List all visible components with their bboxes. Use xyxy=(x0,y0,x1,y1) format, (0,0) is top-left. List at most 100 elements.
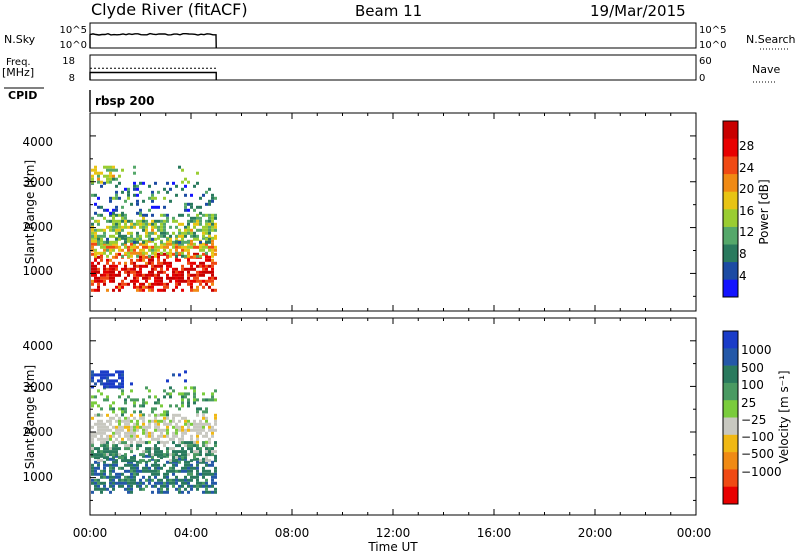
velocity-ytick-4000: 4000 xyxy=(22,339,53,353)
echo-cell xyxy=(181,267,184,271)
echo-cell xyxy=(205,490,208,494)
echo-cell xyxy=(109,385,112,389)
echo-cell xyxy=(124,401,127,405)
echo-cell xyxy=(202,428,205,432)
echo-cell xyxy=(154,242,157,246)
echo-cell xyxy=(193,245,196,249)
echo-cell xyxy=(145,386,148,390)
echo-cell xyxy=(196,407,199,411)
echo-cell xyxy=(193,457,196,461)
date-title: 19/Mar/2015 xyxy=(590,2,686,20)
echo-cell xyxy=(94,242,97,246)
echo-cell xyxy=(178,487,181,491)
echo-cell xyxy=(151,490,154,494)
echo-cell xyxy=(103,422,106,426)
echo-cell xyxy=(115,370,118,374)
echo-cell xyxy=(211,242,214,246)
echo-cell xyxy=(103,487,106,491)
echo-cell xyxy=(94,279,97,283)
echo-cell xyxy=(91,288,94,292)
echo-cell xyxy=(166,213,169,217)
echo-cell xyxy=(160,288,163,292)
velocity-cbar-tick-500: 500 xyxy=(741,361,764,375)
echo-cell xyxy=(139,273,142,277)
echo-cell xyxy=(133,264,136,268)
echo-cell xyxy=(145,463,148,467)
echo-cell xyxy=(199,407,202,411)
echo-cell xyxy=(208,469,211,473)
echo-cell xyxy=(172,267,175,271)
echo-cell xyxy=(142,251,145,255)
echo-cell xyxy=(160,487,163,491)
echo-cell xyxy=(175,282,178,286)
echo-cell xyxy=(163,205,166,209)
echo-cell xyxy=(160,264,163,268)
echo-cell xyxy=(160,225,163,229)
echo-cell xyxy=(106,254,109,258)
echo-cell xyxy=(103,382,106,386)
echo-cell xyxy=(205,398,208,402)
echo-cell xyxy=(145,228,148,232)
echo-cell xyxy=(157,234,160,238)
xaxis-label: Time UT xyxy=(367,540,418,554)
echo-cell xyxy=(208,447,211,451)
echo-cell xyxy=(178,450,181,454)
echo-cell xyxy=(187,453,190,457)
echo-cell xyxy=(193,219,196,223)
echo-cell xyxy=(112,425,115,429)
echo-cell xyxy=(163,187,166,191)
echo-cell xyxy=(142,413,145,417)
echo-cell xyxy=(145,251,148,255)
echo-cell xyxy=(154,231,157,235)
echo-cell xyxy=(184,481,187,485)
echo-cell xyxy=(157,270,160,274)
echo-cell xyxy=(196,237,199,241)
echo-cell xyxy=(109,276,112,280)
echo-cell xyxy=(136,440,139,444)
echo-cell xyxy=(145,460,148,464)
echo-cell xyxy=(136,222,139,226)
echo-cell xyxy=(148,453,151,457)
echo-cell xyxy=(109,422,112,426)
echo-cell xyxy=(181,469,184,473)
echo-cell xyxy=(199,222,202,226)
echo-cell xyxy=(142,213,145,217)
echo-cell xyxy=(133,469,136,473)
echo-cell xyxy=(139,288,142,292)
echo-cell xyxy=(166,379,169,383)
echo-cell xyxy=(106,487,109,491)
echo-cell xyxy=(121,254,124,258)
echo-cell xyxy=(94,460,97,464)
echo-cell xyxy=(169,460,172,464)
echo-cell xyxy=(121,248,124,252)
echo-cell xyxy=(163,454,166,458)
echo-cell xyxy=(115,213,118,217)
echo-cell xyxy=(160,453,163,457)
echo-cell xyxy=(151,255,154,259)
echo-cell xyxy=(196,450,199,454)
echo-cell xyxy=(109,404,112,408)
echo-cell xyxy=(106,444,109,448)
echo-cell xyxy=(178,454,181,458)
echo-cell xyxy=(91,416,94,420)
echo-cell xyxy=(190,264,193,268)
echo-cell xyxy=(109,475,112,479)
echo-cell xyxy=(97,463,100,467)
echo-cell xyxy=(94,251,97,255)
echo-cell xyxy=(175,245,178,249)
echo-cell xyxy=(196,264,199,268)
echo-cell xyxy=(112,242,115,246)
echo-cell xyxy=(178,413,181,417)
echo-cell xyxy=(211,254,214,258)
echo-cell xyxy=(211,431,214,435)
echo-cell xyxy=(190,282,193,286)
echo-cell xyxy=(214,222,217,226)
echo-cell xyxy=(118,373,121,377)
echo-cell xyxy=(100,180,103,184)
echo-cell xyxy=(97,270,100,274)
echo-cell xyxy=(187,267,190,271)
echo-cell xyxy=(193,288,196,292)
echo-cell xyxy=(97,481,100,485)
echo-cell xyxy=(151,231,154,235)
echo-cell xyxy=(205,202,208,206)
